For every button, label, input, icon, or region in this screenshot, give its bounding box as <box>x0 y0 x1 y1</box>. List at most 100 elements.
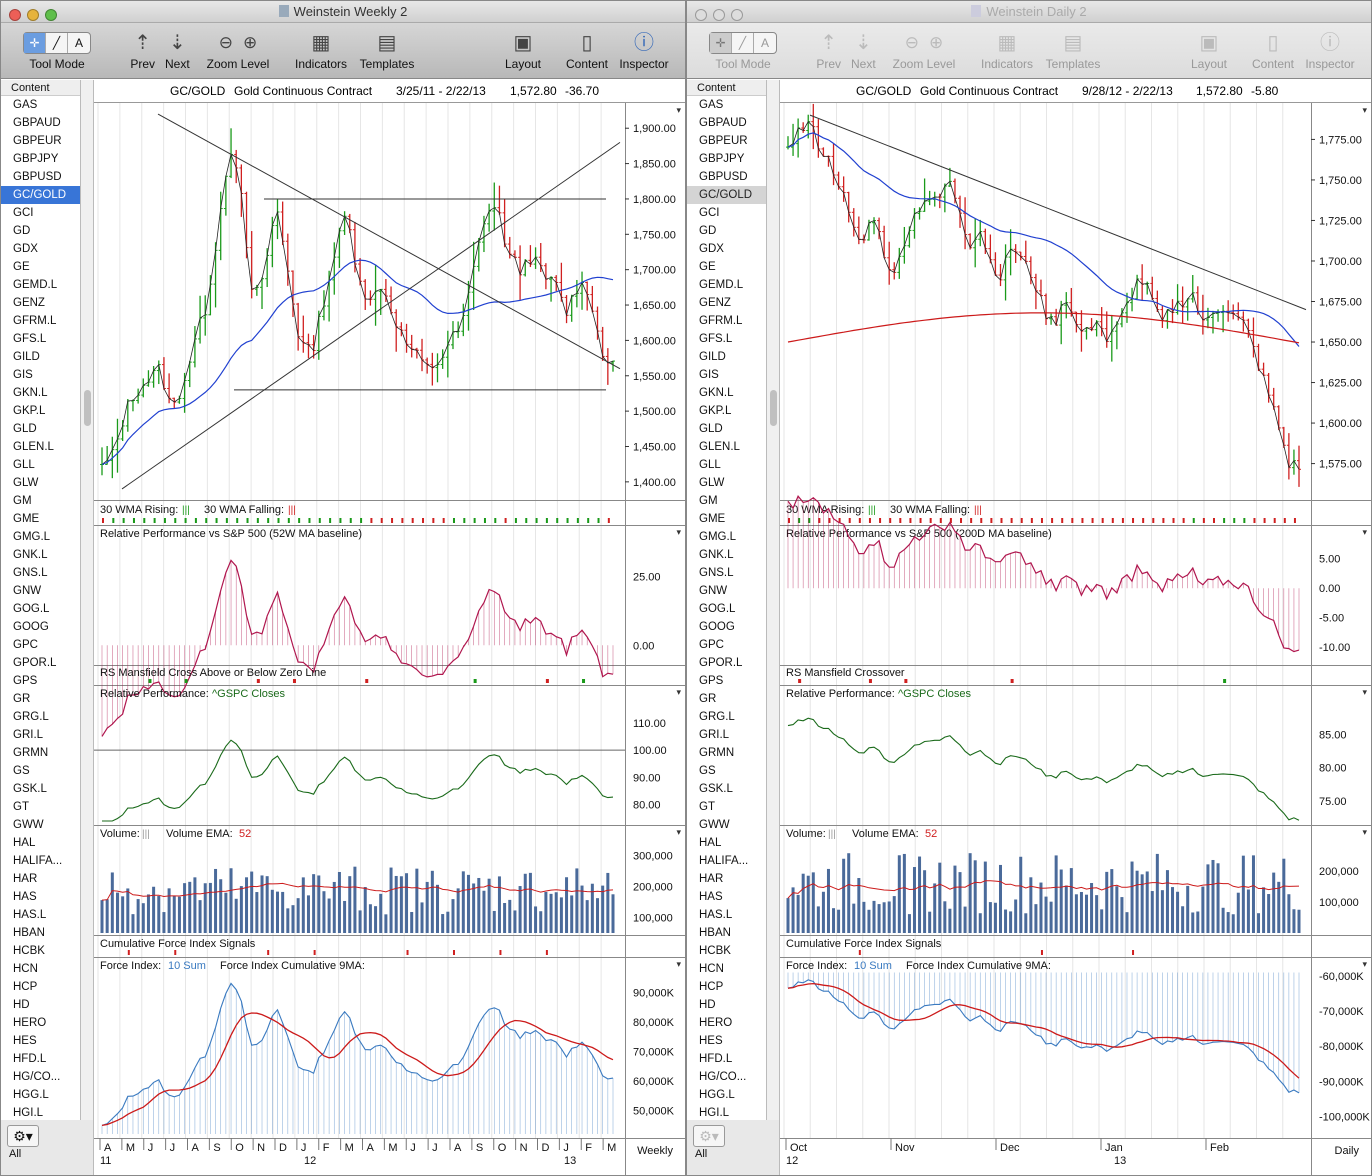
symbol-list-item[interactable]: GKP.L <box>699 405 732 417</box>
zoom-out-icon[interactable]: ⊖ <box>218 33 233 52</box>
splitter-handle[interactable] <box>84 390 91 426</box>
symbol-list-item[interactable]: HAS.L <box>699 909 733 921</box>
chart-area[interactable]: GC/GOLD Gold Continuous Contract 9/28/12 -… <box>780 80 1372 1176</box>
symbol-list-item[interactable]: GNS.L <box>13 567 48 579</box>
symbol-list-item[interactable]: HD <box>699 999 716 1011</box>
symbol-list-item[interactable]: GNW <box>699 585 728 597</box>
symbol-list-item[interactable]: HCN <box>13 963 38 975</box>
line-tool-icon[interactable]: ╱ <box>46 33 68 53</box>
symbol-list-item[interactable]: GMG.L <box>699 531 737 543</box>
symbol-list-item[interactable]: GPS <box>13 675 38 687</box>
prev-arrow-icon[interactable]: ⇡ <box>820 32 837 54</box>
symbol-list-item[interactable]: HG/CO... <box>13 1071 61 1083</box>
symbol-list-item[interactable]: GOG.L <box>13 603 50 615</box>
line-tool-icon[interactable]: ╱ <box>732 33 754 53</box>
symbol-list-item[interactable]: HERO <box>699 1017 733 1029</box>
symbol-list-item[interactable]: GLEN.L <box>13 441 54 453</box>
text-tool-icon[interactable]: A <box>760 36 769 50</box>
symbol-list-item[interactable]: GC/GOLD <box>1 186 80 204</box>
symbol-list-item[interactable]: GSK.L <box>13 783 47 795</box>
zoom-out-icon[interactable]: ⊖ <box>904 33 919 52</box>
prev-button[interactable]: Prev <box>130 57 155 71</box>
symbol-list-item[interactable]: GS <box>13 765 30 777</box>
layout-button[interactable]: ▣ Layout <box>501 29 545 71</box>
prev-button[interactable]: Prev <box>816 57 841 71</box>
symbol-list-item[interactable]: GAS <box>13 99 38 111</box>
prev-arrow-icon[interactable]: ⇡ <box>134 32 151 54</box>
symbol-list-item[interactable]: GLL <box>13 459 35 471</box>
symbol-list-item[interactable]: GLW <box>13 477 39 489</box>
symbol-list-item[interactable]: GWW <box>699 819 730 831</box>
symbol-list-item[interactable]: GRG.L <box>13 711 49 723</box>
tool-mode-segmented-control[interactable]: ✛ ╱ A <box>709 32 777 54</box>
symbol-list-item[interactable]: HBAN <box>13 927 45 939</box>
symbol-list-item[interactable]: HFD.L <box>699 1053 733 1065</box>
symbol-list-item[interactable]: HERO <box>13 1017 47 1029</box>
symbol-list-item[interactable]: HAS.L <box>13 909 47 921</box>
symbol-list-item[interactable]: HGI.L <box>13 1107 44 1119</box>
zoom-in-icon[interactable]: ⊕ <box>929 33 944 52</box>
symbol-list-item[interactable]: GD <box>699 225 717 237</box>
zoom-in-icon[interactable]: ⊕ <box>243 33 258 52</box>
symbol-list-item[interactable]: HCBK <box>699 945 731 957</box>
symbol-list-header[interactable]: Content <box>1 80 80 96</box>
symbol-list-item[interactable]: GENZ <box>13 297 45 309</box>
window-titlebar[interactable]: Weinstein Weekly 2 <box>1 1 685 23</box>
symbol-list-item[interactable]: HCP <box>13 981 38 993</box>
indicators-button[interactable]: ▦ Indicators <box>979 29 1035 71</box>
symbol-list-item[interactable]: GNS.L <box>699 567 734 579</box>
symbol-list-item[interactable]: GOOG <box>699 621 735 633</box>
next-arrow-icon[interactable]: ⇣ <box>169 32 186 54</box>
symbol-list-item[interactable]: GT <box>13 801 29 813</box>
indicators-button[interactable]: ▦ Indicators <box>293 29 349 71</box>
symbol-list-item[interactable]: HD <box>13 999 30 1011</box>
symbol-list-item[interactable]: GEMD.L <box>699 279 744 291</box>
symbol-list-item[interactable]: GLD <box>699 423 723 435</box>
symbol-list-item[interactable]: GE <box>13 261 30 273</box>
symbol-list-item[interactable]: GCI <box>13 207 34 219</box>
symbol-list-item[interactable]: HALIFA... <box>13 855 63 867</box>
symbol-list-item[interactable]: GFRM.L <box>699 315 743 327</box>
symbol-list-item[interactable]: GLEN.L <box>699 441 740 453</box>
symbol-list-item[interactable]: GC/GOLD <box>687 186 766 204</box>
symbol-list-item[interactable]: GENZ <box>699 297 731 309</box>
symbol-list-item[interactable]: GBPEUR <box>13 135 62 147</box>
symbol-list-item[interactable]: GKN.L <box>13 387 48 399</box>
zoom-window-button[interactable] <box>731 9 743 21</box>
symbol-list-item[interactable]: HAR <box>699 873 724 885</box>
close-window-button[interactable] <box>695 9 707 21</box>
symbol-list-item[interactable]: GOOG <box>13 621 49 633</box>
symbol-list-item[interactable]: HBAN <box>699 927 731 939</box>
symbol-list[interactable]: Content GAS GBPAUD GBPEUR GBPJPY GBPUSD GC/GO… <box>687 80 767 1120</box>
symbol-list-item[interactable]: HAS <box>699 891 723 903</box>
symbol-list-item[interactable]: HAS <box>13 891 37 903</box>
inspector-button[interactable]: ⓘ Inspector <box>1303 29 1357 71</box>
symbol-list-item[interactable]: GRG.L <box>699 711 735 723</box>
next-button[interactable]: Next <box>851 57 876 71</box>
symbol-list-item[interactable]: HES <box>13 1035 37 1047</box>
symbol-list[interactable]: Content GAS GBPAUD GBPEUR GBPJPY GBPUSD GC/GO… <box>1 80 81 1120</box>
symbol-list-item[interactable]: GFS.L <box>699 333 733 345</box>
zoom-window-button[interactable] <box>45 9 57 21</box>
symbol-list-item[interactable]: HAL <box>13 837 36 849</box>
tool-mode-segmented-control[interactable]: ✛ ╱ A <box>23 32 91 54</box>
symbol-list-item[interactable]: HAL <box>699 837 722 849</box>
symbol-list-item[interactable]: GKN.L <box>699 387 734 399</box>
symbol-list-item[interactable]: GR <box>13 693 31 705</box>
symbol-list-item[interactable]: GRI.L <box>699 729 730 741</box>
symbol-list-item[interactable]: GEMD.L <box>13 279 58 291</box>
symbol-list-item[interactable]: GAS <box>699 99 724 111</box>
symbol-list-item[interactable]: GPC <box>13 639 38 651</box>
symbol-list-header[interactable]: Content <box>687 80 766 96</box>
symbol-list-item[interactable]: HES <box>699 1035 723 1047</box>
next-button[interactable]: Next <box>165 57 190 71</box>
symbol-list-item[interactable]: HALIFA... <box>699 855 749 867</box>
symbol-list-item[interactable]: GRMN <box>13 747 49 759</box>
symbol-list-item[interactable]: GS <box>699 765 716 777</box>
symbol-list-item[interactable]: GLD <box>13 423 37 435</box>
symbol-list-item[interactable]: GPC <box>699 639 724 651</box>
symbol-list-item[interactable]: GFS.L <box>13 333 47 345</box>
symbol-list-item[interactable]: GILD <box>13 351 40 363</box>
symbol-list-item[interactable]: HGG.L <box>13 1089 49 1101</box>
symbol-list-item[interactable]: GBPEUR <box>699 135 748 147</box>
